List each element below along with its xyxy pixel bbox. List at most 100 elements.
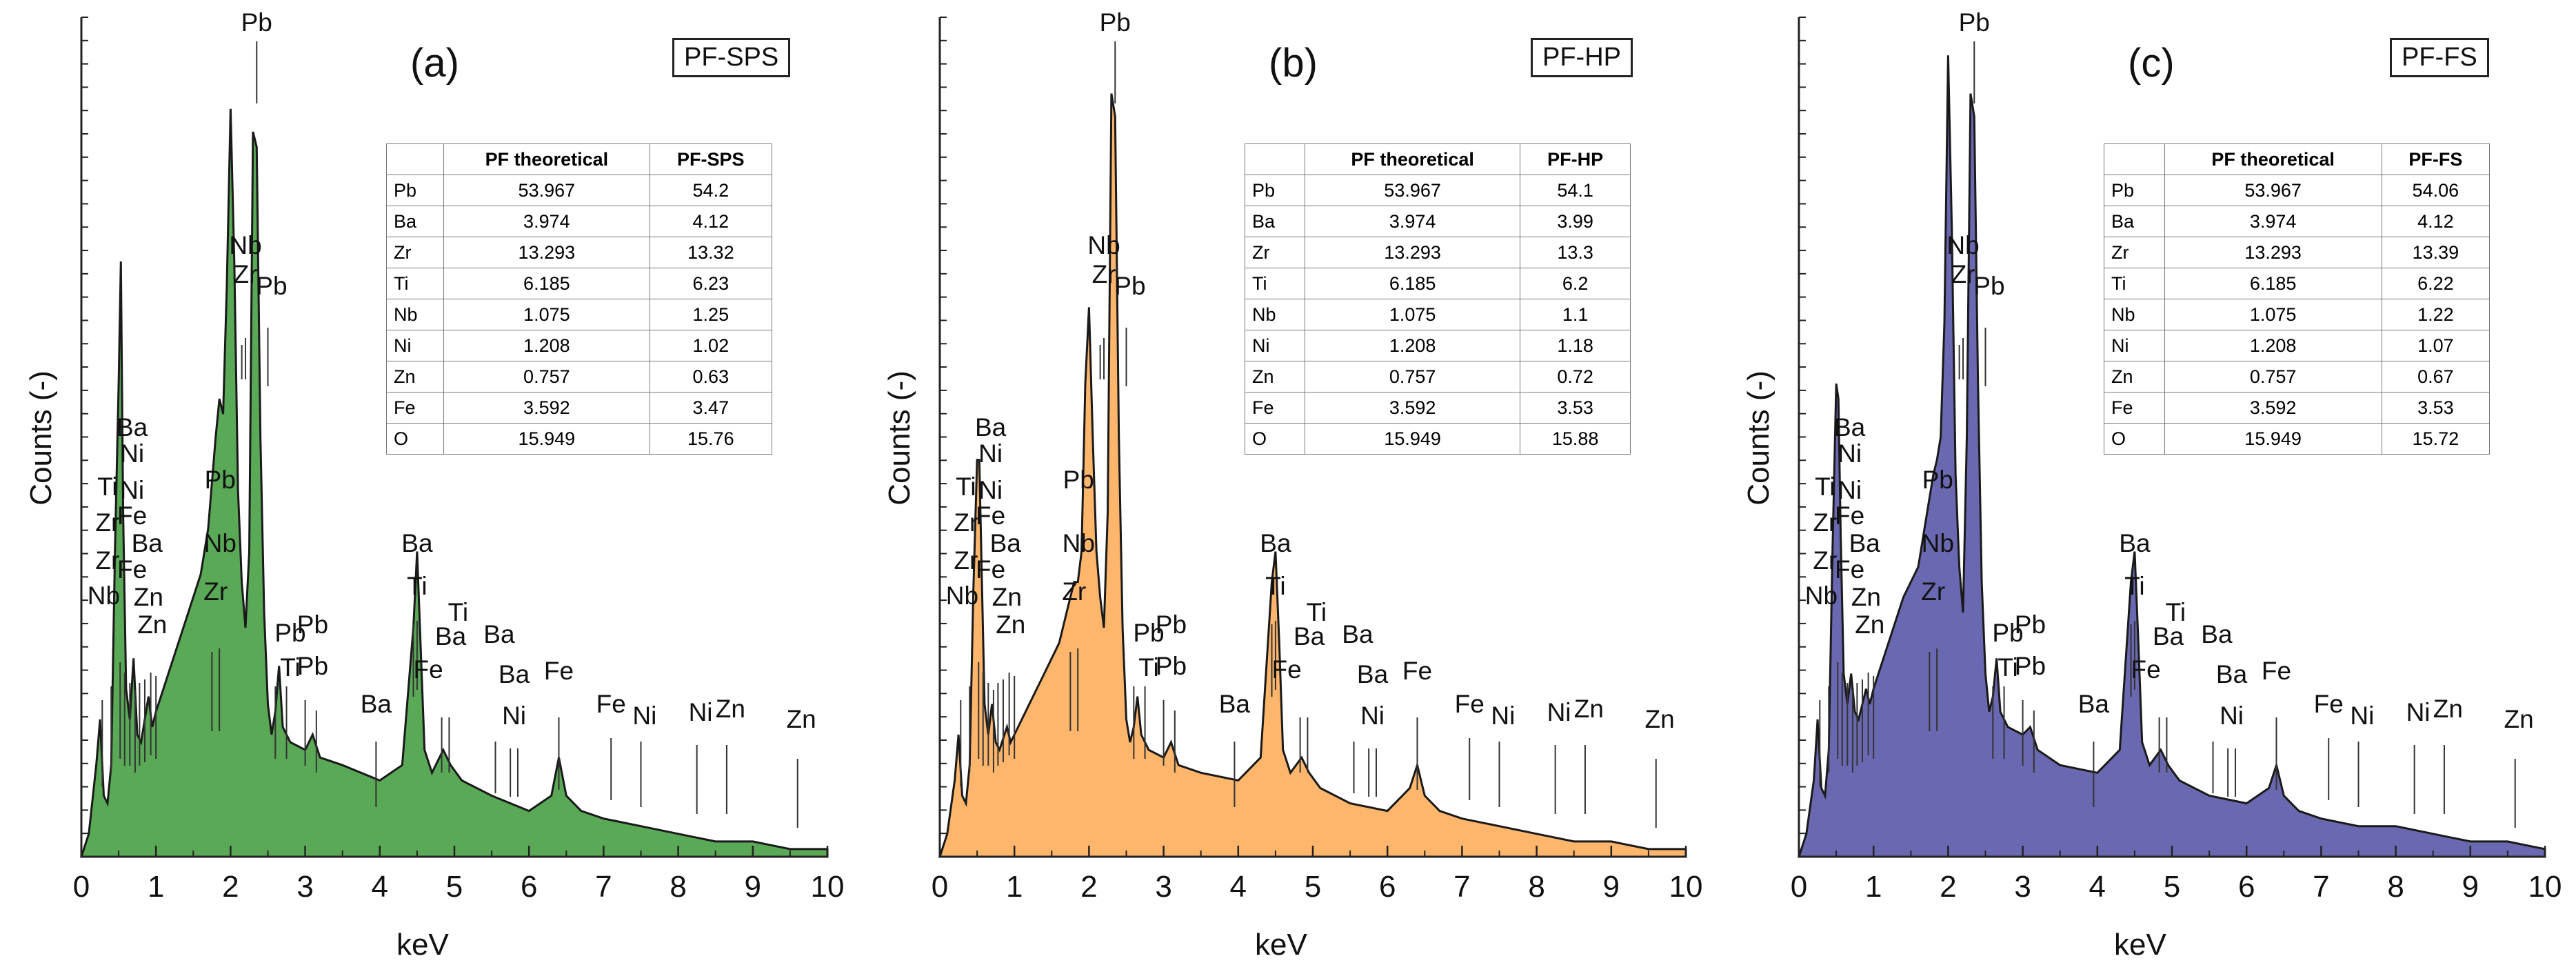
peak-label: Ni [1547, 698, 1571, 726]
peak-label: Ba [2078, 690, 2110, 718]
peak-label: Pb [1063, 466, 1094, 494]
peak-label: Pb [2015, 610, 2046, 639]
peak-label: Ba [361, 690, 392, 718]
peak-label: Zr [1062, 577, 1086, 606]
peak-label: Pb [297, 652, 328, 680]
peak-label: Fe [117, 501, 147, 530]
peak-label: Pb [1973, 272, 2004, 300]
x-tick-label: 7 [2313, 870, 2329, 904]
element-cell: Nb [2104, 299, 2165, 330]
peak-label: Fe [1455, 690, 1485, 718]
peak-label: Fe [2314, 690, 2344, 718]
x-tick-label: 4 [1230, 870, 1247, 904]
value-cell: 3.974 [2164, 206, 2382, 237]
value-cell: 15.72 [2381, 423, 2491, 455]
peak-label: Ni [978, 476, 1003, 504]
peak-label: Zr [954, 546, 978, 575]
peak-label: Ni [1360, 702, 1385, 730]
peak-label: Ba [990, 529, 1022, 557]
x-tick-label: 5 [446, 870, 463, 904]
x-tick-label: 6 [1379, 870, 1396, 904]
value-cell: 13.293 [2164, 237, 2382, 268]
peak-label: Ti [1138, 653, 1158, 682]
value-cell: 0.63 [649, 361, 773, 392]
element-cell: O [2104, 423, 2165, 455]
peak-label: Ba [435, 622, 467, 650]
composition-table: PF theoretical PF-FS Pb 53.967 54.06 Ba 3.974 4… [2104, 143, 2491, 455]
table-row: Pb 53.967 54.06 [2104, 175, 2491, 206]
table-header-cell: PF theoretical [2164, 143, 2382, 175]
table-header-cell: PF-SPS [649, 143, 773, 175]
peak-label: Ni [502, 702, 526, 730]
value-cell: 15.949 [1304, 423, 1521, 455]
peak-label: Ni [1838, 439, 1862, 468]
value-cell: 3.592 [1304, 392, 1521, 424]
x-tick-label: 10 [1669, 870, 1703, 904]
eds-panel-pf-fs: 0 1 2 3 4 5 6 7 8 9 10 Pb Nb Zr Pb Ba Ni Ti Ni Zr Fe Ba Zr Fe Zn… [1718, 0, 2576, 974]
value-cell: 4.12 [2381, 206, 2491, 237]
value-cell: 53.967 [2164, 175, 2382, 206]
peak-label: Ba [1834, 413, 1866, 441]
x-tick-label: 1 [1006, 870, 1023, 904]
peak-label: Pb [1156, 652, 1187, 680]
x-tick-label: 6 [521, 870, 537, 904]
peak-label: Pb [1922, 466, 1953, 494]
value-cell: 15.76 [649, 423, 773, 455]
peak-label: Fe [2262, 657, 2291, 685]
x-tick-label: 3 [296, 870, 313, 904]
panel-label: (a) [410, 41, 459, 86]
peak-label: Zn [1855, 610, 1884, 639]
peak-label: Fe [2131, 655, 2161, 684]
peak-label: Zr [1813, 508, 1837, 537]
value-cell: 1.208 [1304, 330, 1521, 361]
peak-label: Zr [1092, 260, 1116, 288]
x-tick-label: 5 [2164, 870, 2180, 904]
peak-label: Ba [1219, 690, 1251, 718]
value-cell: 0.757 [2164, 361, 2382, 392]
peak-label: Ti [1815, 473, 1835, 501]
value-cell: 1.208 [2164, 330, 2382, 361]
value-cell: 3.47 [649, 392, 773, 424]
element-cell: Ni [385, 330, 445, 361]
element-cell: Nb [385, 299, 445, 330]
table-row: Nb 1.075 1.1 [1245, 299, 1631, 330]
table-row: Fe 3.592 3.53 [1245, 392, 1631, 424]
x-tick-label: 4 [372, 870, 388, 904]
value-cell: 0.67 [2381, 361, 2491, 392]
value-cell: 1.075 [443, 299, 650, 330]
table-row: Fe 3.592 3.47 [385, 392, 773, 424]
element-cell: Pb [2104, 175, 2165, 206]
table-row: Ba 3.974 4.12 [2104, 206, 2491, 237]
peak-label: Zr [954, 508, 978, 537]
value-cell: 13.293 [443, 237, 650, 268]
y-axis-title: Counts (-) [883, 370, 916, 506]
table-row: Ti 6.185 6.2 [1245, 268, 1631, 299]
peak-label: Ba [483, 620, 515, 648]
element-cell: Nb [1245, 299, 1305, 330]
value-cell: 1.25 [649, 299, 773, 330]
peak-label: Ba [2216, 660, 2248, 688]
sample-name-box: PF-HP [1531, 38, 1633, 77]
element-cell: Ti [2104, 268, 2165, 299]
peak-label: Zn [716, 695, 745, 723]
peak-label: Fe [1835, 501, 1864, 530]
y-axis-title: Counts (-) [24, 370, 58, 506]
peak-label: Ba [401, 529, 433, 557]
element-cell: Ti [385, 268, 445, 299]
table-header-cell [1245, 143, 1305, 175]
peak-label: Fe [414, 655, 443, 684]
peak-label: Pb [256, 272, 287, 300]
peak-label: Ti [956, 473, 976, 501]
value-cell: 3.974 [1304, 206, 1521, 237]
peak-label: Ba [499, 660, 530, 688]
peak-label: Ti [1265, 572, 1285, 600]
peak-label: Zn [1645, 705, 1675, 733]
value-cell: 4.12 [649, 206, 773, 237]
x-tick-label: 8 [670, 870, 686, 904]
peak-label: Pb [1100, 8, 1131, 37]
value-cell: 3.99 [1520, 206, 1631, 237]
peak-label: Pb [1156, 610, 1187, 639]
peak-label: Ti [2124, 572, 2144, 600]
x-tick-label: 2 [1080, 870, 1097, 904]
